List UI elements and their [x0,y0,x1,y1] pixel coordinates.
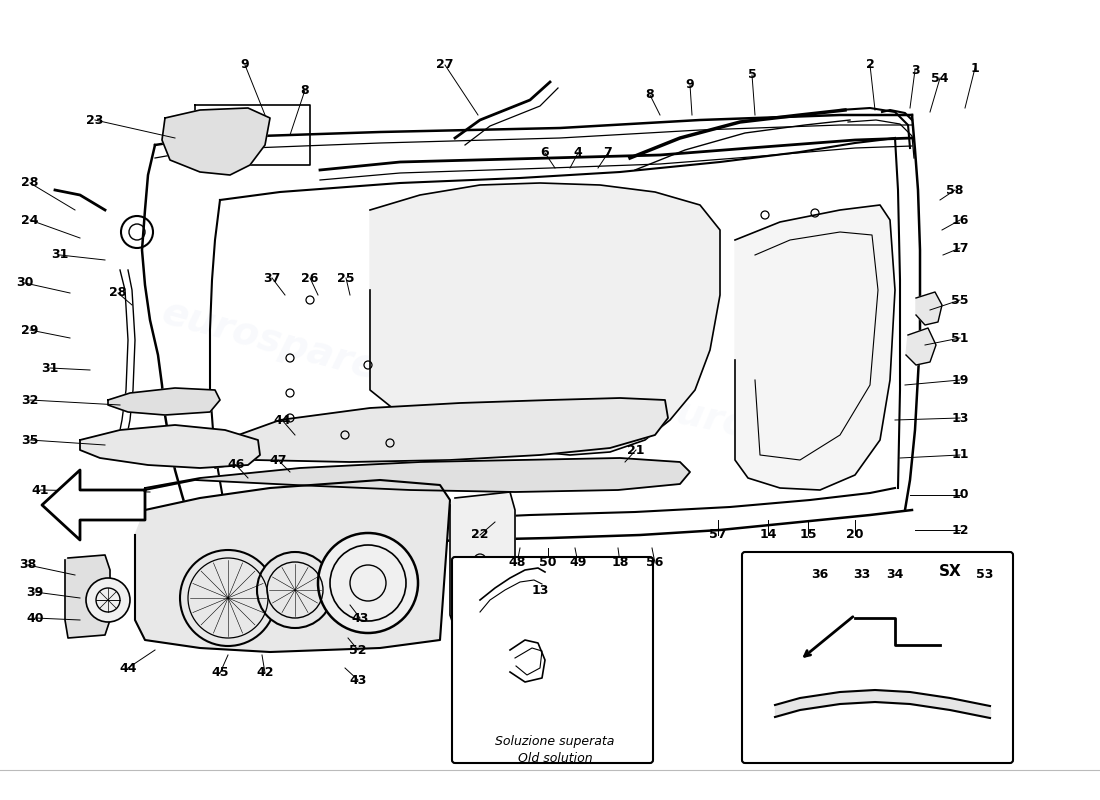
Text: 41: 41 [31,483,48,497]
Polygon shape [916,292,942,325]
Text: 55: 55 [952,294,969,306]
Text: 13: 13 [952,411,969,425]
Polygon shape [145,458,690,492]
Text: 31: 31 [52,249,68,262]
Text: 28: 28 [109,286,126,299]
Text: 23: 23 [86,114,103,126]
Text: 44: 44 [273,414,290,426]
Text: 52: 52 [350,643,366,657]
Text: 51: 51 [952,331,969,345]
Text: 43: 43 [351,611,369,625]
Text: 13: 13 [531,583,549,597]
Text: 42: 42 [256,666,274,679]
Text: 8: 8 [300,83,309,97]
Text: 21: 21 [627,443,645,457]
Text: 22: 22 [471,529,488,542]
Text: 39: 39 [26,586,44,598]
Circle shape [257,552,333,628]
Text: 27: 27 [437,58,453,71]
Text: 44: 44 [119,662,136,674]
Text: 11: 11 [952,449,969,462]
FancyBboxPatch shape [742,552,1013,763]
Text: eurospare: eurospare [157,293,383,387]
Text: 56: 56 [647,557,663,570]
Text: eurospare: eurospare [647,388,872,472]
Text: 47: 47 [270,454,287,466]
Text: 34: 34 [887,569,904,582]
Text: eurospare: eurospare [448,298,673,382]
Polygon shape [213,398,668,468]
Text: 9: 9 [685,78,694,91]
Text: 12: 12 [952,523,969,537]
Text: 7: 7 [604,146,613,159]
Text: 33: 33 [854,569,870,582]
Text: 43: 43 [350,674,366,686]
Text: 24: 24 [21,214,38,226]
Text: 25: 25 [338,271,354,285]
Polygon shape [42,470,145,540]
Text: 38: 38 [20,558,36,571]
Text: 1: 1 [970,62,979,74]
Text: 19: 19 [952,374,969,386]
Text: 49: 49 [570,557,586,570]
Text: 40: 40 [26,611,44,625]
Text: 45: 45 [211,666,229,679]
Text: 2: 2 [866,58,874,71]
Circle shape [180,550,276,646]
Text: 4: 4 [573,146,582,159]
Text: 35: 35 [21,434,38,446]
Text: Old solution: Old solution [518,751,592,765]
Polygon shape [108,388,220,415]
Text: Soluzione superata: Soluzione superata [495,735,615,749]
Polygon shape [735,205,895,490]
Text: 57: 57 [710,529,727,542]
Polygon shape [162,108,270,175]
Text: 26: 26 [301,271,319,285]
Text: 28: 28 [21,177,38,190]
Text: 5: 5 [748,69,757,82]
Polygon shape [370,183,720,455]
Text: 9: 9 [241,58,250,71]
Text: 6: 6 [541,146,549,159]
Polygon shape [450,492,515,630]
Circle shape [86,578,130,622]
Text: 10: 10 [952,489,969,502]
Text: 30: 30 [16,277,34,290]
Text: 3: 3 [911,63,920,77]
Text: 37: 37 [263,271,280,285]
Text: 15: 15 [800,529,816,542]
Text: 32: 32 [21,394,38,406]
Text: 8: 8 [646,89,654,102]
FancyBboxPatch shape [452,557,653,763]
Text: 17: 17 [952,242,969,254]
Text: 36: 36 [812,569,828,582]
Text: 46: 46 [228,458,244,471]
Text: 16: 16 [952,214,969,226]
Polygon shape [65,555,110,638]
Text: 29: 29 [21,323,38,337]
Text: 31: 31 [42,362,58,374]
Text: SX: SX [938,565,961,579]
Polygon shape [906,328,936,365]
Text: 54: 54 [932,71,948,85]
Text: 14: 14 [759,529,777,542]
Text: 20: 20 [846,529,864,542]
Text: 58: 58 [946,183,964,197]
Text: 50: 50 [539,557,557,570]
Text: 53: 53 [977,569,993,582]
Polygon shape [80,425,260,468]
Polygon shape [135,480,450,652]
Text: 48: 48 [508,557,526,570]
Text: 18: 18 [612,557,629,570]
Circle shape [318,533,418,633]
